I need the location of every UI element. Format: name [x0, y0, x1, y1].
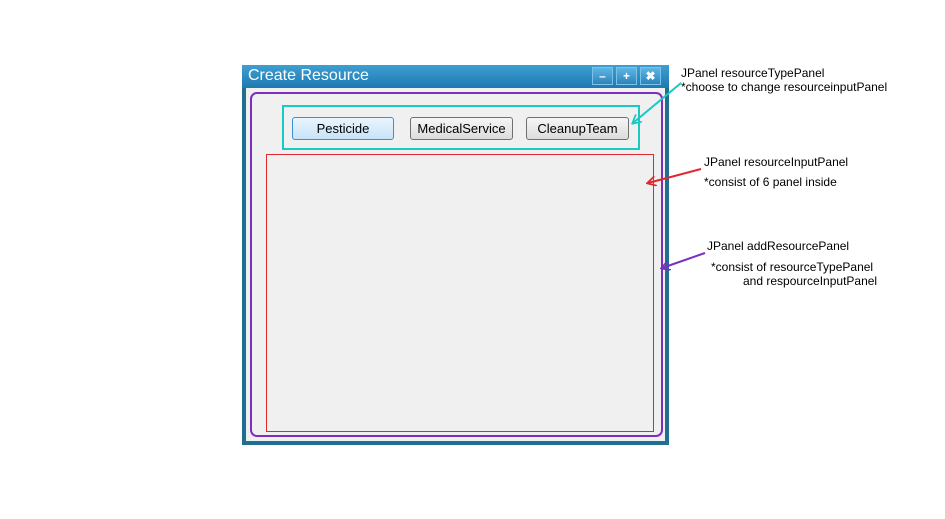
window-title: Create Resource — [248, 67, 369, 84]
input-panel-annotation-title: JPanel resourceInputPanel — [704, 155, 849, 169]
cleanup-team-button[interactable]: CleanupTeam — [526, 117, 629, 140]
input-panel-arrow — [648, 168, 702, 183]
type-panel-annotation: JPanel resourceTypePanel *choose to chan… — [681, 66, 887, 94]
add-panel-annotation: JPanel addResourcePanel *consist of reso… — [707, 239, 877, 288]
add-panel-annotation-note: *consist of resourceTypePanel — [711, 260, 874, 274]
maximize-button[interactable]: + — [616, 67, 637, 85]
window-content: Pesticide MedicalService CleanupTeam — [246, 88, 665, 441]
resource-type-panel: Pesticide MedicalService CleanupTeam — [282, 105, 640, 150]
type-panel-annotation-note: *choose to change resourceinputPanel — [681, 80, 888, 94]
add-resource-panel: Pesticide MedicalService CleanupTeam — [250, 92, 663, 437]
add-panel-annotation-note-continued: and respourceInputPanel — [743, 274, 878, 288]
add-panel-annotation-title: JPanel addResourcePanel — [707, 239, 850, 253]
add-panel-arrow — [662, 252, 706, 268]
resource-input-panel — [266, 154, 654, 432]
input-panel-annotation: JPanel resourceInputPanel *consist of 6 … — [704, 155, 848, 189]
window-titlebar[interactable]: Create Resource – + ✖ — [242, 65, 669, 88]
medical-service-button[interactable]: MedicalService — [410, 117, 513, 140]
input-panel-annotation-note: *consist of 6 panel inside — [704, 175, 837, 189]
type-panel-annotation-title: JPanel resourceTypePanel — [681, 66, 825, 80]
close-button[interactable]: ✖ — [640, 67, 661, 85]
create-resource-window: Create Resource – + ✖ Pesticide MedicalS… — [242, 65, 669, 445]
type-panel-arrow — [633, 82, 682, 123]
pesticide-button[interactable]: Pesticide — [292, 117, 394, 140]
minimize-button[interactable]: – — [592, 67, 613, 85]
